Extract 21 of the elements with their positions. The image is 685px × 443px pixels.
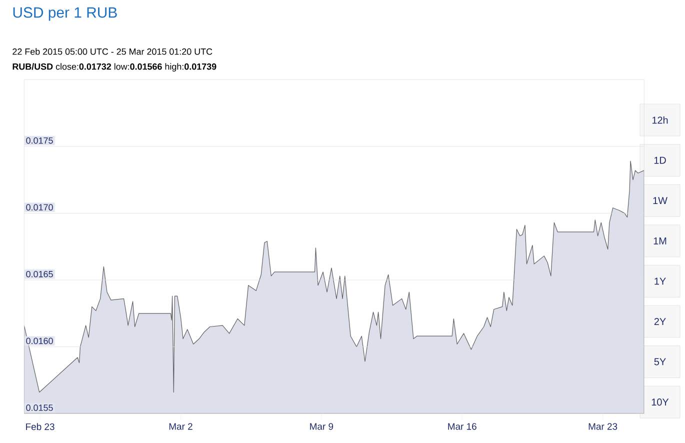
x-tick-label: Mar 16 xyxy=(448,423,476,430)
text: 12h xyxy=(652,116,668,124)
chart-title: USD per 1 RUB xyxy=(13,7,117,21)
text: 5Y xyxy=(654,358,666,366)
text: RUB/USD close:0.01732 low:0.01566 high:0.01739 xyxy=(12,63,216,72)
x-tick-label: Feb 23 xyxy=(26,423,54,430)
y-tick-label: 0.0170 xyxy=(26,204,53,211)
y-tick-label: 0.0175 xyxy=(26,137,53,144)
y-tick-label: 0.0160 xyxy=(26,338,53,344)
x-tick-label: Mar 23 xyxy=(588,423,618,430)
text: 1D xyxy=(654,156,666,164)
x-tick-label: Mar 9 xyxy=(310,423,334,430)
text: 1W xyxy=(653,197,668,204)
text: 1M xyxy=(654,237,666,244)
text: 2Y xyxy=(654,318,666,325)
text: 10Y xyxy=(652,398,669,406)
x-tick-label: Mar 2 xyxy=(169,423,192,430)
text: 1Y xyxy=(654,278,666,285)
y-tick-label: 0.0165 xyxy=(26,270,53,278)
y-tick-label: 0.0155 xyxy=(26,404,53,411)
chart-subtitle: 22 Feb 2015 05:00 UTC - 25 Mar 2015 01:20 UTC xyxy=(12,48,212,55)
